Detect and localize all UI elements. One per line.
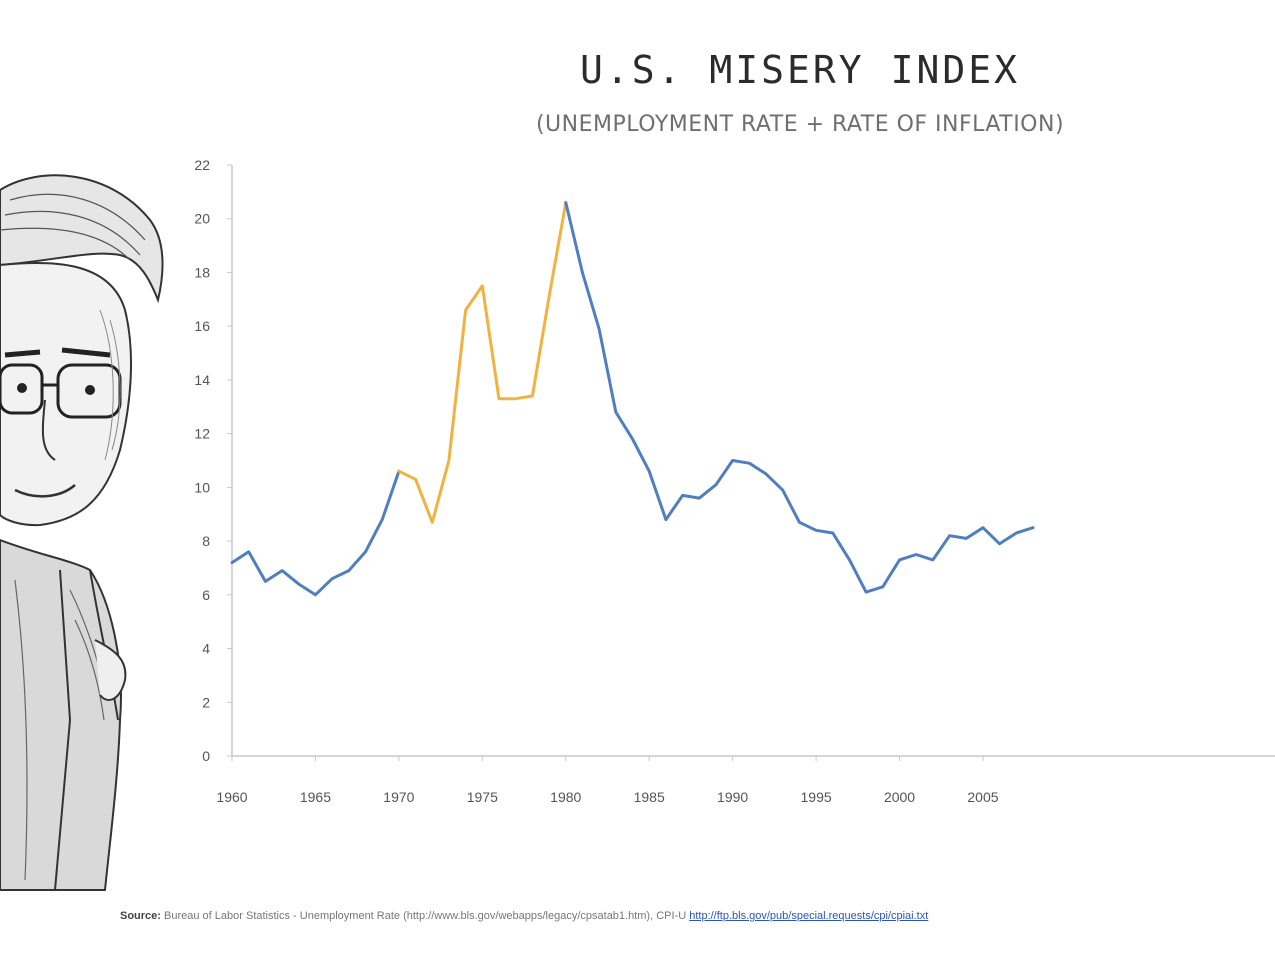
x-tick-label: 1970 xyxy=(383,789,414,805)
x-tick-label: 2000 xyxy=(884,789,915,805)
y-tick-label: 4 xyxy=(202,641,210,657)
x-tick-label: 1965 xyxy=(300,789,331,805)
chart-title: U.S. MISERY INDEX xyxy=(580,48,1020,92)
y-tick-label: 16 xyxy=(194,318,210,334)
source-link[interactable]: http://ftp.bls.gov/pub/special.requests/… xyxy=(689,910,929,922)
source-note: Source: Bureau of Labor Statistics - Une… xyxy=(120,910,1275,922)
y-tick-label: 22 xyxy=(194,157,210,173)
y-tick-label: 8 xyxy=(202,533,210,549)
y-tick-label: 20 xyxy=(194,211,210,227)
y-tick-label: 14 xyxy=(194,372,210,388)
x-tick-label: 1980 xyxy=(550,789,581,805)
caricature-illustration xyxy=(0,174,164,891)
x-tick-label: 2005 xyxy=(967,789,998,805)
x-tick-label: 1995 xyxy=(801,789,832,805)
y-tick-label: 18 xyxy=(194,264,210,280)
y-tick-label: 10 xyxy=(194,479,210,495)
y-tick-label: 6 xyxy=(202,587,210,603)
y-tick-label: 0 xyxy=(202,748,210,764)
x-tick-label: 1975 xyxy=(467,789,498,805)
y-tick-label: 2 xyxy=(202,694,210,710)
x-tick-label: 1985 xyxy=(634,789,665,805)
x-tick-label: 1990 xyxy=(717,789,748,805)
source-label: Source: xyxy=(120,910,161,922)
chart-subtitle: (UNEMPLOYMENT RATE + RATE OF INFLATION) xyxy=(535,112,1065,137)
series-line-1 xyxy=(397,201,568,524)
y-tick-label: 12 xyxy=(194,426,210,442)
series-line-2 xyxy=(564,201,1035,594)
source-text: Bureau of Labor Statistics - Unemploymen… xyxy=(164,910,687,922)
series-line-0 xyxy=(230,469,401,597)
x-tick-label: 1960 xyxy=(216,789,247,805)
